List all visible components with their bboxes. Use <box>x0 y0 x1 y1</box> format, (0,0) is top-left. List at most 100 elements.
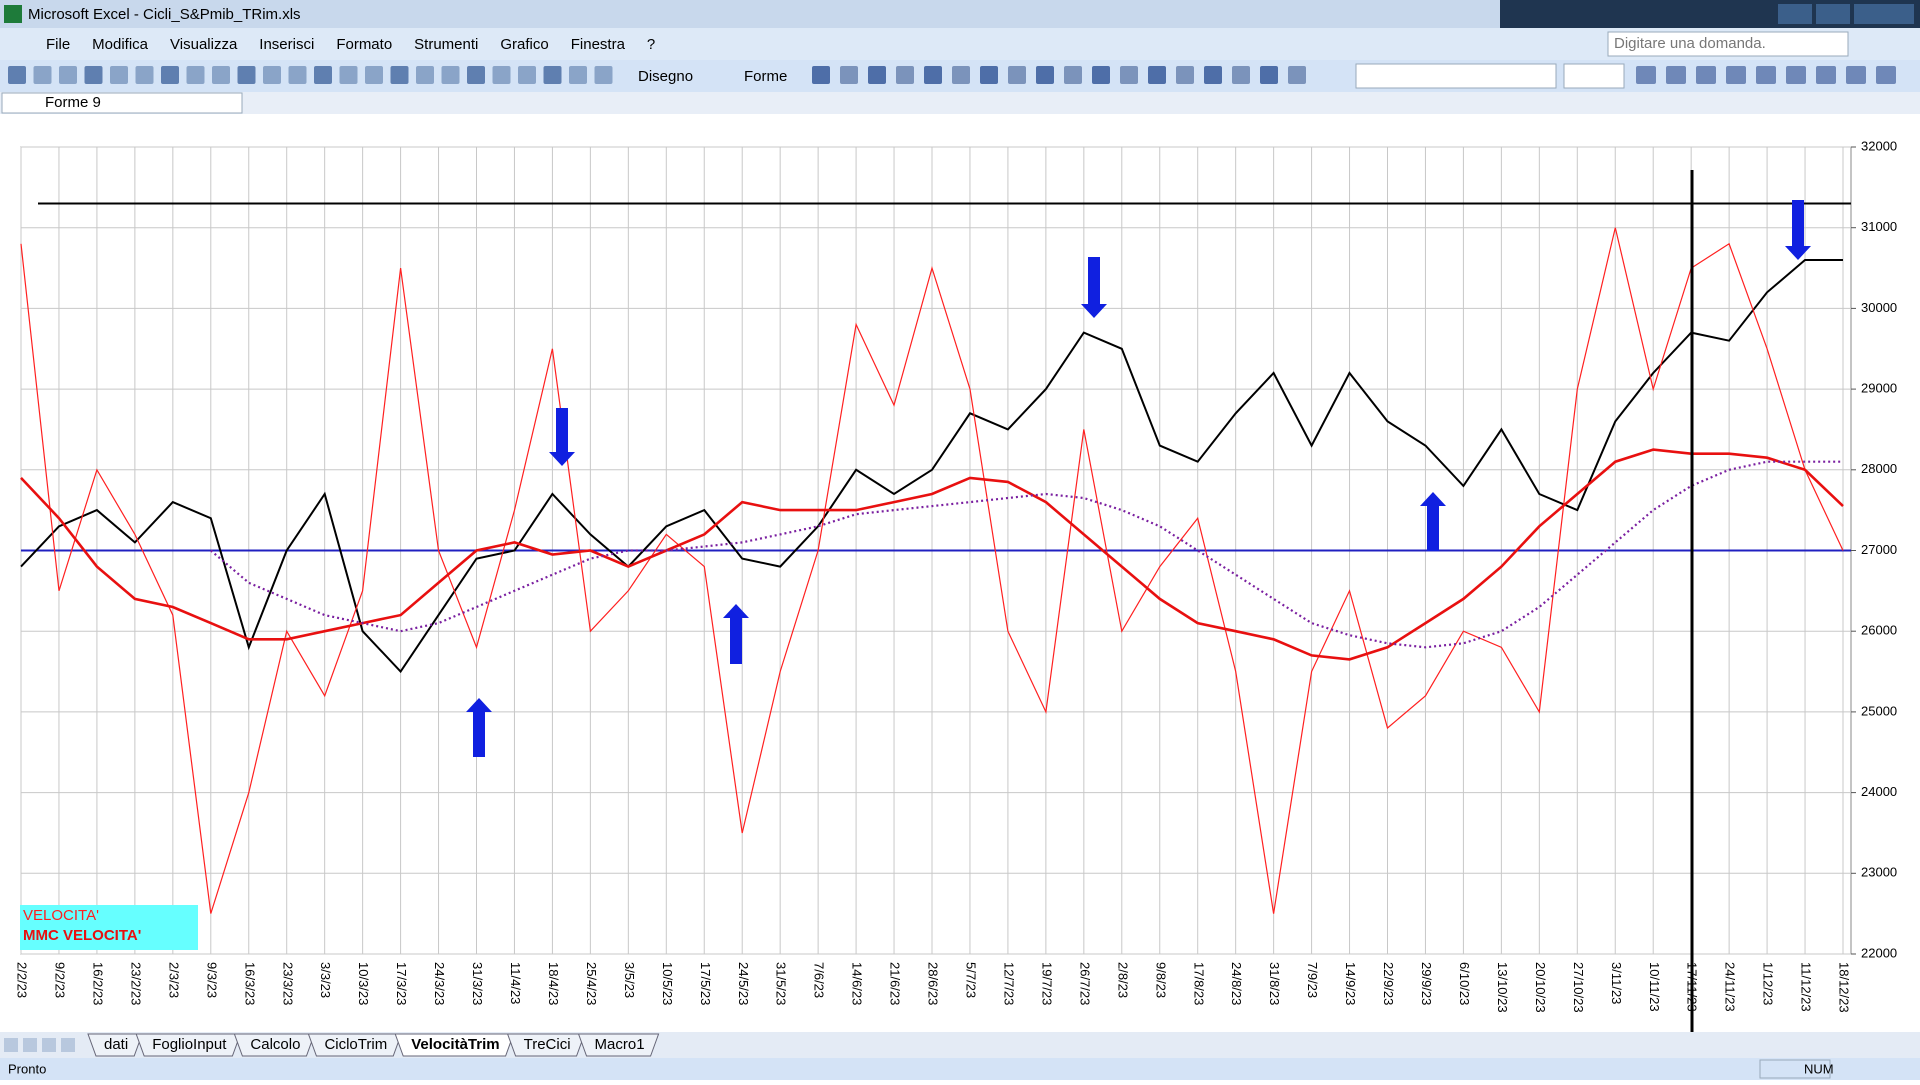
menu-item[interactable]: Strumenti <box>414 36 478 53</box>
y-tick-label: 22000 <box>1861 945 1897 960</box>
toolbar-button[interactable] <box>952 66 970 84</box>
sheet-tab-shape <box>307 1033 402 1057</box>
x-tick-label: 5/7/23 <box>964 962 979 998</box>
sheet-tab-shape <box>577 1033 660 1057</box>
tab-scroll-button[interactable] <box>42 1038 56 1052</box>
toolbar-button[interactable] <box>868 66 886 84</box>
menu-item[interactable]: File <box>46 36 70 53</box>
sheet-tab[interactable]: Macro1 <box>595 1036 645 1053</box>
sheet-tab[interactable]: dati <box>104 1036 128 1053</box>
toolbar-button[interactable] <box>1756 66 1776 84</box>
toolbar-button[interactable] <box>1064 66 1082 84</box>
toolbar-button[interactable] <box>186 66 205 84</box>
toolbar-button[interactable] <box>1726 66 1746 84</box>
toolbar-button[interactable] <box>441 66 460 84</box>
toolbar-button[interactable] <box>110 66 128 84</box>
toolbar-button[interactable] <box>1666 66 1686 84</box>
toolbar-button[interactable] <box>314 66 332 84</box>
sheet-tab[interactable]: TreCici <box>524 1036 571 1053</box>
x-tick-label: 14/6/23 <box>850 962 865 1005</box>
toolbar-button[interactable] <box>518 66 536 84</box>
toolbar-button[interactable] <box>263 66 281 84</box>
toolbar-button[interactable] <box>237 66 256 84</box>
minimize-button[interactable] <box>1778 4 1812 24</box>
tab-scroll-button[interactable] <box>61 1038 75 1052</box>
toolbar-button[interactable] <box>896 66 914 84</box>
menu-item[interactable]: Modifica <box>92 36 149 53</box>
x-tick-label: 23/2/23 <box>128 962 143 1005</box>
sheet-tab-shape <box>135 1033 242 1057</box>
toolbar-button[interactable] <box>1232 66 1250 84</box>
toolbar-button[interactable] <box>492 66 511 84</box>
toolbar-button[interactable] <box>1636 66 1656 84</box>
x-tick-label: 18/4/23 <box>546 962 561 1005</box>
sheet-tab[interactable]: VelocitàTrim <box>411 1036 499 1053</box>
help-box[interactable] <box>1607 31 1849 57</box>
arrow <box>1785 200 1811 260</box>
toolbar-button[interactable] <box>1876 66 1896 84</box>
toolbar-button[interactable] <box>84 66 103 84</box>
tab-scroll-button[interactable] <box>4 1038 18 1052</box>
toolbar-button[interactable] <box>1816 66 1836 84</box>
sheet-tab[interactable]: CicloTrim <box>324 1036 387 1053</box>
toolbar-button[interactable] <box>288 66 307 84</box>
toolbar-button[interactable] <box>416 66 434 84</box>
tab-scroll-button[interactable] <box>23 1038 37 1052</box>
toolbar-button[interactable] <box>1036 66 1054 84</box>
x-tick-label: 28/6/23 <box>926 962 941 1005</box>
x-tick-label: 26/7/23 <box>1077 962 1092 1005</box>
toolbar-button[interactable] <box>569 66 587 84</box>
toolbar-button[interactable] <box>1148 66 1166 84</box>
x-tick-label: 2/2/23 <box>15 962 30 998</box>
toolbar-button[interactable] <box>33 66 52 84</box>
shapes-menu[interactable]: Forme <box>744 68 787 85</box>
toolbar-button[interactable] <box>1846 66 1866 84</box>
toolbar-button[interactable] <box>1008 66 1026 84</box>
toolbar-button[interactable] <box>1176 66 1194 84</box>
toolbar-button[interactable] <box>1786 66 1806 84</box>
drawing-menu[interactable]: Disegno <box>638 68 693 85</box>
close-button[interactable] <box>1854 4 1914 24</box>
sheet-tab[interactable]: FoglioInput <box>152 1036 227 1053</box>
toolbar-button[interactable] <box>8 66 26 84</box>
toolbar-button[interactable] <box>1260 66 1278 84</box>
toolbar-button[interactable] <box>467 66 485 84</box>
toolbar-button[interactable] <box>59 66 77 84</box>
toolbar-button[interactable] <box>980 66 998 84</box>
toolbar-button[interactable] <box>212 66 230 84</box>
toolbar-button[interactable] <box>1120 66 1138 84</box>
toolbar-button[interactable] <box>1696 66 1716 84</box>
font-box[interactable] <box>1355 63 1557 89</box>
sheet-tab-shape <box>506 1033 586 1057</box>
menu-item[interactable]: Formato <box>336 36 392 53</box>
x-tick-label: 3/11/23 <box>1609 962 1624 1004</box>
menu-item[interactable]: Finestra <box>571 36 626 53</box>
menu-item[interactable]: Inserisci <box>259 36 314 53</box>
x-tick-label: 2/3/23 <box>166 962 181 998</box>
arrow <box>1420 492 1446 551</box>
menu-item[interactable]: ? <box>647 36 655 53</box>
toolbar-button[interactable] <box>135 66 154 84</box>
toolbar-button[interactable] <box>812 66 830 84</box>
sheet-tab-shape <box>87 1033 143 1057</box>
sheet-tab[interactable]: Calcolo <box>250 1036 300 1053</box>
menu-item[interactable]: Visualizza <box>170 36 238 53</box>
toolbar-button[interactable] <box>1092 66 1110 84</box>
y-tick-label: 24000 <box>1861 784 1897 799</box>
menu-item[interactable]: Grafico <box>500 36 548 53</box>
toolbar-button[interactable] <box>1288 66 1306 84</box>
toolbar-button[interactable] <box>161 66 179 84</box>
maximize-button[interactable] <box>1816 4 1850 24</box>
toolbar-button[interactable] <box>840 66 858 84</box>
toolbar-button[interactable] <box>594 66 613 84</box>
name-box[interactable] <box>1 92 243 114</box>
toolbar-button[interactable] <box>339 66 358 84</box>
toolbar-button[interactable] <box>365 66 383 84</box>
toolbar-button[interactable] <box>1204 66 1222 84</box>
toolbar-button[interactable] <box>390 66 409 84</box>
toolbar-button[interactable] <box>924 66 942 84</box>
size-box[interactable] <box>1563 63 1625 89</box>
x-tick-label: 13/10/23 <box>1495 962 1510 1013</box>
toolbar-button[interactable] <box>543 66 562 84</box>
